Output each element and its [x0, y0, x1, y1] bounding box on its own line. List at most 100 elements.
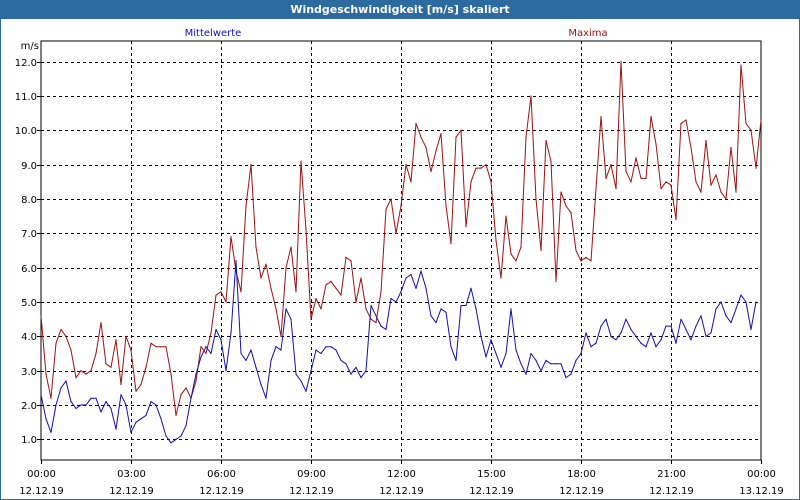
- data-point-maxima: [690, 146, 692, 149]
- x-tick-label-date: 12.12.19: [19, 486, 64, 497]
- data-point-mittelwerte: [415, 287, 417, 289]
- data-point-maxima: [550, 160, 552, 162]
- data-point-maxima: [200, 346, 202, 348]
- data-point-mittelwerte: [640, 342, 642, 344]
- data-point-mittelwerte: [360, 377, 362, 379]
- data-point-mittelwerte: [575, 359, 577, 361]
- data-point-maxima: [340, 294, 342, 296]
- data-point-mittelwerte: [510, 308, 512, 310]
- data-point-maxima: [465, 225, 467, 228]
- data-point-maxima: [660, 188, 662, 190]
- data-point-maxima: [205, 352, 207, 355]
- data-point-maxima: [65, 335, 67, 337]
- data-point-mittelwerte: [305, 390, 307, 392]
- data-point-mittelwerte: [615, 339, 617, 341]
- data-point-maxima: [135, 390, 137, 392]
- data-point-mittelwerte: [125, 404, 127, 406]
- data-point-mittelwerte: [725, 315, 727, 317]
- data-point-mittelwerte: [715, 308, 717, 310]
- data-point-mittelwerte: [210, 352, 212, 355]
- data-point-mittelwerte: [395, 301, 397, 303]
- data-point-maxima: [80, 370, 82, 372]
- data-point-maxima: [560, 191, 562, 193]
- y-tick-label: 5.0: [21, 298, 37, 309]
- data-point-mittelwerte: [665, 325, 667, 327]
- data-point-mittelwerte: [280, 349, 282, 351]
- data-point-mittelwerte: [40, 394, 42, 396]
- data-point-maxima: [505, 215, 507, 217]
- data-point-mittelwerte: [110, 407, 112, 410]
- data-point-mittelwerte: [545, 359, 547, 361]
- data-point-maxima: [620, 61, 622, 63]
- data-point-maxima: [570, 212, 572, 214]
- data-point-mittelwerte: [405, 277, 407, 279]
- data-point-maxima: [515, 260, 517, 262]
- data-point-mittelwerte: [755, 301, 757, 303]
- data-point-maxima: [260, 277, 262, 279]
- data-point-maxima: [590, 260, 592, 262]
- data-point-maxima: [195, 380, 197, 382]
- data-point-maxima: [680, 122, 682, 124]
- data-point-mittelwerte: [380, 325, 382, 327]
- data-point-mittelwerte: [540, 370, 542, 372]
- y-tick-label: 9.0: [21, 161, 37, 172]
- data-point-maxima: [250, 164, 252, 166]
- x-tick-label-date: 13.12.19: [739, 486, 784, 497]
- x-tick-label-date: 12.12.19: [379, 486, 424, 497]
- data-point-mittelwerte: [245, 359, 247, 361]
- data-point-mittelwerte: [475, 308, 477, 310]
- data-point-maxima: [635, 157, 637, 159]
- data-point-mittelwerte: [265, 397, 267, 399]
- data-point-maxima: [165, 346, 167, 348]
- data-point-mittelwerte: [555, 363, 557, 365]
- data-point-mittelwerte: [455, 359, 457, 361]
- data-point-maxima: [435, 150, 437, 152]
- y-tick-label: 4.0: [21, 332, 37, 343]
- x-tick-label-time: 12:00: [387, 469, 416, 480]
- data-point-maxima: [275, 308, 277, 310]
- data-point-mittelwerte: [420, 270, 422, 272]
- data-point-maxima: [105, 363, 107, 365]
- legend-maxima: Maxima: [568, 28, 607, 39]
- data-point-mittelwerte: [180, 435, 182, 437]
- data-point-maxima: [350, 260, 352, 262]
- data-point-maxima: [400, 205, 402, 207]
- data-point-mittelwerte: [535, 359, 537, 361]
- data-point-mittelwerte: [585, 332, 587, 334]
- data-point-mittelwerte: [50, 431, 52, 434]
- data-point-mittelwerte: [580, 352, 582, 355]
- data-point-maxima: [100, 322, 102, 324]
- data-point-mittelwerte: [385, 328, 387, 331]
- data-point-mittelwerte: [490, 339, 492, 341]
- data-point-mittelwerte: [685, 328, 687, 331]
- data-point-maxima: [390, 198, 392, 200]
- data-point-mittelwerte: [95, 397, 97, 399]
- data-point-mittelwerte: [635, 335, 637, 337]
- data-point-maxima: [425, 146, 427, 149]
- data-point-mittelwerte: [710, 332, 712, 334]
- data-point-maxima: [650, 116, 652, 118]
- data-point-mittelwerte: [260, 383, 262, 385]
- data-point-maxima: [110, 366, 112, 368]
- data-point-mittelwerte: [515, 349, 517, 351]
- data-point-maxima: [155, 346, 157, 348]
- x-tick-label-time: 00:00: [27, 469, 56, 480]
- data-point-maxima: [95, 352, 97, 355]
- data-point-mittelwerte: [170, 442, 172, 444]
- y-tick-label: 8.0: [21, 195, 37, 206]
- data-point-mittelwerte: [235, 260, 237, 262]
- data-point-mittelwerte: [610, 335, 612, 337]
- legend-mittelwerte: Mittelwerte: [185, 28, 242, 39]
- data-point-mittelwerte: [375, 315, 377, 317]
- data-point-mittelwerte: [285, 308, 287, 310]
- window-title: Windgeschwindigkeit [m/s] skaliert: [1, 1, 799, 19]
- data-point-maxima: [120, 383, 122, 385]
- data-point-maxima: [535, 198, 537, 200]
- data-point-maxima: [370, 318, 372, 320]
- data-point-mittelwerte: [550, 363, 552, 365]
- data-point-maxima: [450, 243, 452, 245]
- data-point-maxima: [50, 397, 52, 399]
- data-point-mittelwerte: [605, 318, 607, 320]
- data-point-maxima: [40, 315, 42, 317]
- data-point-maxima: [410, 181, 412, 183]
